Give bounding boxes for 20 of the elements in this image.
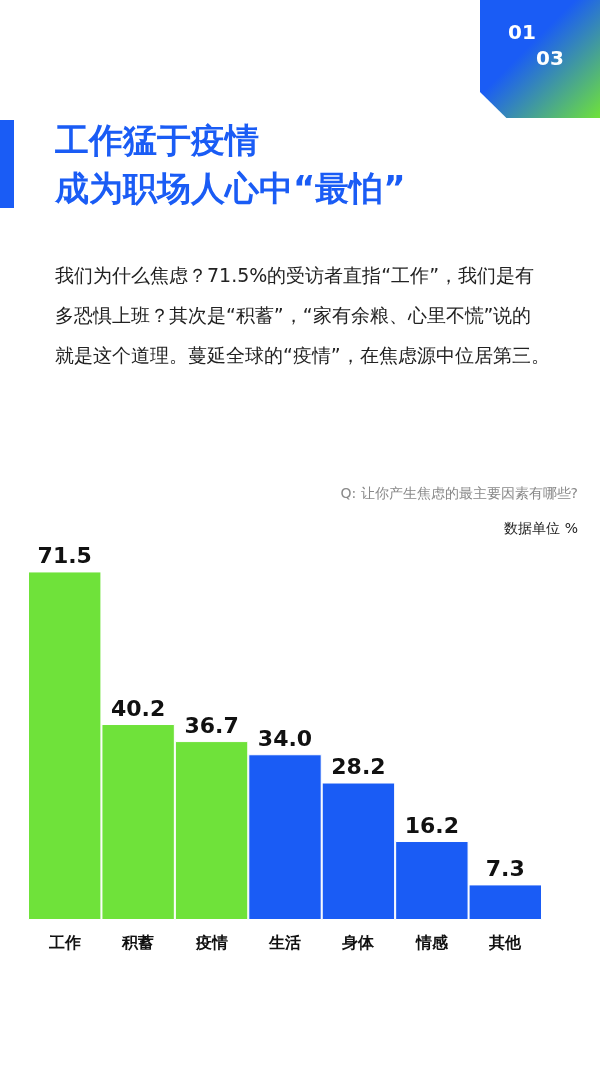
x-tick-label: 生活: [268, 932, 301, 952]
x-tick-label: 工作: [47, 932, 81, 952]
x-tick-label: 身体: [341, 932, 376, 952]
x-tick-label: 情感: [414, 932, 449, 952]
data-label: 28.2: [331, 754, 386, 780]
data-label: 34.0: [257, 725, 313, 751]
data-label: 71.5: [37, 542, 92, 568]
x-tick-label: 疫情: [194, 932, 228, 952]
x-tick-label: 积蓄: [121, 932, 155, 952]
text: 数据单位 %: [504, 520, 578, 538]
x-tick-label: 其他: [488, 932, 523, 952]
text: Q: 让你产生焦虑的最主要因素有哪些?: [340, 485, 578, 503]
chart-title: 工作猛于疫情成为职场人心中“最怕”: [55, 119, 406, 210]
data-label: 7.3: [485, 855, 525, 881]
text: 01: [508, 20, 536, 44]
data-label: 16.2: [404, 812, 459, 838]
data-label: 36.7: [184, 712, 239, 738]
text: 03: [536, 46, 564, 70]
chart-subtitle: 我们为什么焦虑？71.5%的受访者直指“工作”，我们是有多恐惧上班？其次是“积蓄”，“家有余粮、心里不慌”说的就是这个道理。蔓延全球的“疫情”，在焦虑源中位居第三。: [55, 263, 550, 368]
data-label: 40.2: [111, 695, 166, 721]
